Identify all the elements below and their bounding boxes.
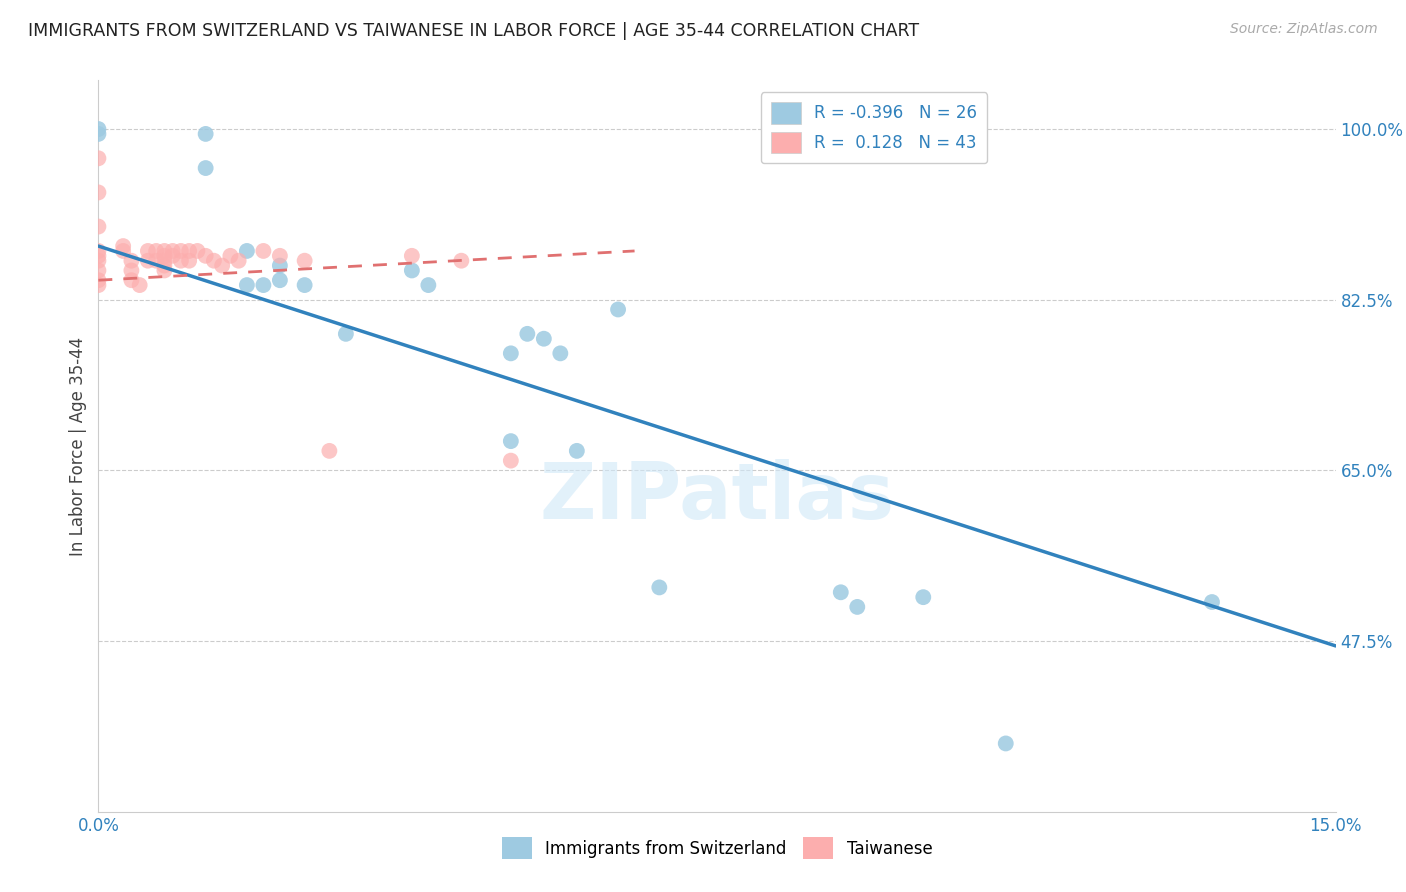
Point (202, 253, 225, 268)
Point (186, 244, 208, 258)
Point (194, 161, 217, 175)
Point (194, 127, 217, 141)
Point (565, 443, 588, 458)
Point (269, 273, 291, 287)
Point (153, 263, 176, 277)
Point (179, 244, 201, 258)
Point (994, 736, 1017, 750)
Point (87, 263, 110, 277)
Point (87, 151, 110, 165)
Point (153, 244, 176, 258)
Point (830, 585, 852, 599)
Point (194, 249, 217, 263)
Point (418, 278, 440, 293)
Point (269, 259, 291, 273)
Point (112, 244, 135, 258)
Point (211, 259, 233, 273)
Point (120, 263, 142, 277)
Y-axis label: In Labor Force | Age 35-44: In Labor Force | Age 35-44 (69, 336, 87, 556)
Point (87, 273, 110, 287)
Point (112, 239, 135, 253)
Point (912, 590, 935, 604)
Point (1201, 595, 1223, 609)
Point (87, 186, 110, 200)
Point (236, 244, 259, 258)
Point (228, 253, 250, 268)
Point (87, 244, 110, 258)
Point (136, 244, 159, 258)
Point (179, 253, 201, 268)
Point (136, 253, 159, 268)
Point (499, 346, 522, 360)
Point (236, 278, 259, 293)
Point (294, 253, 316, 268)
Point (550, 346, 572, 360)
Point (318, 443, 340, 458)
Point (153, 253, 176, 268)
Point (153, 259, 176, 273)
Point (145, 244, 167, 258)
Text: IMMIGRANTS FROM SWITZERLAND VS TAIWANESE IN LABOR FORCE | AGE 35-44 CORRELATION : IMMIGRANTS FROM SWITZERLAND VS TAIWANESE… (28, 22, 920, 40)
Point (401, 263, 423, 277)
Text: Source: ZipAtlas.com: Source: ZipAtlas.com (1230, 22, 1378, 37)
Text: ZIPatlas: ZIPatlas (540, 459, 894, 535)
Point (252, 244, 274, 258)
Point (162, 249, 184, 263)
Point (87, 122, 110, 136)
Point (499, 453, 522, 467)
Point (533, 332, 555, 346)
Point (219, 249, 242, 263)
Point (269, 249, 291, 263)
Point (450, 253, 472, 268)
Point (846, 599, 869, 614)
Point (120, 273, 142, 287)
Point (294, 278, 316, 293)
Point (162, 244, 184, 258)
Point (401, 249, 423, 263)
Point (170, 244, 193, 258)
Point (128, 278, 150, 293)
Point (499, 434, 522, 449)
Point (87, 219, 110, 234)
Point (153, 249, 176, 263)
Point (87, 249, 110, 263)
Point (120, 253, 142, 268)
Legend: Immigrants from Switzerland, Taiwanese: Immigrants from Switzerland, Taiwanese (495, 830, 939, 865)
Point (170, 253, 193, 268)
Point (145, 253, 167, 268)
Point (648, 581, 671, 595)
Point (87, 253, 110, 268)
Point (87, 127, 110, 141)
Point (252, 278, 274, 293)
Point (87, 278, 110, 293)
Point (335, 326, 357, 341)
Point (516, 326, 538, 341)
Point (607, 302, 630, 317)
